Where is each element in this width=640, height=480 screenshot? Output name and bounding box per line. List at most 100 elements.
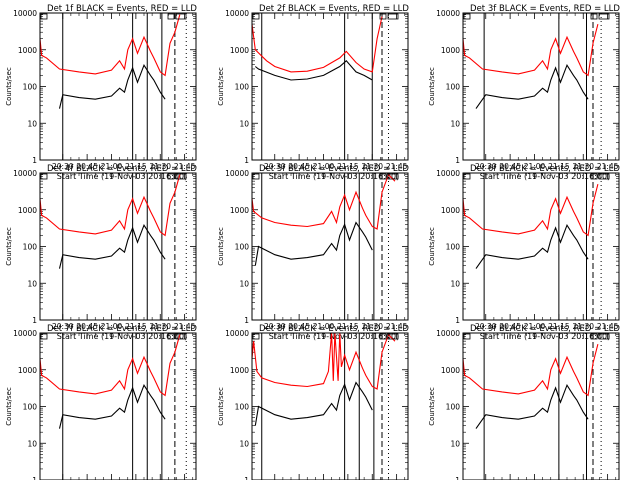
y-tick-label: 10 — [27, 279, 37, 288]
corner-marker — [40, 333, 48, 340]
detector-panel-1: Det 1f BLACK = Events, RED = LLD Counts/s… — [5, 4, 197, 181]
panel-plot-area — [463, 13, 602, 160]
y-tick-label: 10000 — [225, 169, 249, 178]
corner-marker — [590, 173, 598, 180]
x-tick-label: 21:30 — [149, 162, 171, 171]
x-tick-label: 20:30 — [52, 322, 74, 331]
x-axis-label: Start Time (19-Nov-03 20:16:00) — [269, 172, 399, 181]
y-tick-label: 100 — [235, 83, 250, 92]
panel-title: Det 4f BLACK = Events, RED = LLD — [47, 164, 197, 174]
corner-marker — [463, 333, 471, 340]
panel-plot-area — [252, 333, 396, 480]
series-lld-line — [463, 23, 599, 77]
series-lld-line — [252, 333, 396, 390]
panel-frame — [39, 12, 197, 161]
y-tick-label: 10 — [239, 279, 249, 288]
series-lld-line — [40, 334, 181, 397]
x-tick-label: 21:45 — [597, 322, 619, 331]
series-events-line — [475, 63, 589, 109]
corner-marker — [167, 173, 175, 180]
x-tick-label: 21:00 — [101, 322, 123, 331]
detector-panel-9: Det 9f BLACK = Events, RED = LLD Counts/s… — [428, 324, 620, 480]
corner-marker — [463, 173, 471, 180]
x-tick-label: 20:30 — [264, 322, 286, 331]
detector-panel-4: Det 4f BLACK = Events, RED = LLD Counts/s… — [5, 164, 197, 341]
x-tick-label: 21:00 — [313, 322, 335, 331]
panel-plot-area — [40, 13, 187, 160]
y-tick-label: 1000 — [441, 366, 460, 375]
corner-marker — [40, 13, 48, 20]
x-tick-label: 20:45 — [499, 322, 521, 331]
x-axis-label: Start Time (19-Nov-03 20:16:00) — [57, 172, 187, 181]
x-tick-label: 21:15 — [337, 322, 359, 331]
x-tick-label: 21:30 — [361, 162, 383, 171]
y-tick-label: 10000 — [436, 169, 460, 178]
y-axis-label: Counts/sec — [5, 387, 13, 426]
y-tick-label: 1 — [244, 156, 249, 165]
panel-plot-area — [40, 333, 187, 480]
y-tick-label: 1 — [32, 316, 37, 325]
x-tick-label: 21:45 — [174, 322, 196, 331]
y-tick-label: 100 — [446, 243, 461, 252]
panel-title: Det 9f BLACK = Events, RED = LLD — [470, 324, 620, 334]
panel-frame — [251, 172, 409, 321]
x-tick-label: 21:45 — [386, 162, 408, 171]
series-lld-line — [463, 343, 599, 397]
y-tick-label: 10 — [239, 119, 249, 128]
x-tick-label: 21:45 — [386, 322, 408, 331]
corner-marker — [252, 173, 260, 180]
panel-title: Det 7f BLACK = Events, RED = LLD — [47, 324, 197, 334]
y-tick-label: 10000 — [436, 9, 460, 18]
series-events-line — [475, 383, 589, 429]
corner-marker — [379, 173, 387, 180]
corner-marker — [379, 333, 387, 340]
x-tick-label: 21:00 — [313, 162, 335, 171]
panel-frame — [462, 12, 620, 161]
y-axis-label: Counts/sec — [5, 67, 13, 106]
series-lld-line — [252, 173, 396, 230]
y-tick-label: 10000 — [13, 169, 37, 178]
corner-marker — [463, 13, 471, 20]
x-tick-label: 20:30 — [52, 162, 74, 171]
corner-marker — [598, 173, 610, 180]
y-axis-label: Counts/sec — [428, 387, 436, 426]
detector-panel-8: Det 8f BLACK = Events, RED = LLD Counts/s… — [217, 324, 409, 480]
x-tick-label: 20:30 — [264, 162, 286, 171]
series-lld-line — [463, 183, 599, 237]
series-lld-line — [252, 16, 383, 73]
y-tick-label: 10000 — [436, 329, 460, 338]
corner-marker — [175, 333, 187, 340]
panel-title: Det 2f BLACK = Events, RED = LLD — [259, 4, 409, 14]
x-tick-label: 21:45 — [174, 162, 196, 171]
series-events-line — [254, 221, 373, 266]
y-tick-label: 10 — [450, 119, 460, 128]
series-events-line — [475, 223, 589, 269]
corner-marker — [167, 333, 175, 340]
corner-marker — [252, 13, 260, 20]
x-axis-label: Start Time (19-Nov-03 20:16:00) — [269, 332, 399, 341]
detector-panel-7: Det 7f BLACK = Events, RED = LLD Counts/s… — [5, 324, 197, 480]
y-tick-label: 10 — [27, 439, 37, 448]
x-tick-label: 20:45 — [499, 162, 521, 171]
panel-frame — [39, 332, 197, 480]
y-tick-label: 1 — [244, 476, 249, 480]
y-tick-label: 1000 — [230, 46, 249, 55]
y-tick-label: 1 — [455, 156, 460, 165]
y-tick-label: 10000 — [225, 329, 249, 338]
detector-panel-2: Det 2f BLACK = Events, RED = LLD Counts/s… — [217, 4, 409, 181]
y-tick-label: 1000 — [441, 46, 460, 55]
panel-title: Det 1f BLACK = Events, RED = LLD — [47, 4, 197, 14]
x-tick-label: 21:30 — [572, 322, 594, 331]
y-axis-label: Counts/sec — [428, 67, 436, 106]
series-lld-line — [40, 174, 181, 237]
y-tick-label: 1000 — [18, 46, 37, 55]
y-tick-label: 100 — [446, 83, 461, 92]
y-axis-label: Counts/sec — [217, 67, 225, 106]
series-events-line — [58, 383, 166, 429]
series-events-line — [254, 381, 373, 426]
x-tick-label: 21:00 — [524, 322, 546, 331]
x-tick-label: 20:45 — [76, 162, 98, 171]
y-tick-label: 100 — [23, 243, 38, 252]
x-axis-label: Start Time (19-Nov-03 20:16:00) — [57, 332, 187, 341]
